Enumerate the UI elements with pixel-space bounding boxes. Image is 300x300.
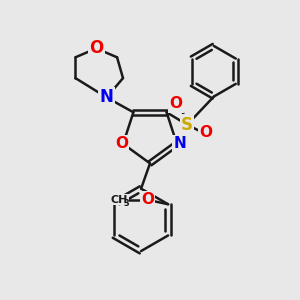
- Text: O: O: [170, 96, 183, 111]
- Text: N: N: [100, 88, 114, 106]
- Text: O: O: [89, 39, 103, 57]
- Text: N: N: [173, 136, 186, 152]
- Text: CH: CH: [111, 195, 128, 205]
- Text: O: O: [199, 125, 212, 140]
- Text: S: S: [181, 116, 193, 134]
- Text: O: O: [115, 136, 128, 152]
- Text: 3: 3: [124, 199, 129, 208]
- Text: O: O: [141, 192, 154, 207]
